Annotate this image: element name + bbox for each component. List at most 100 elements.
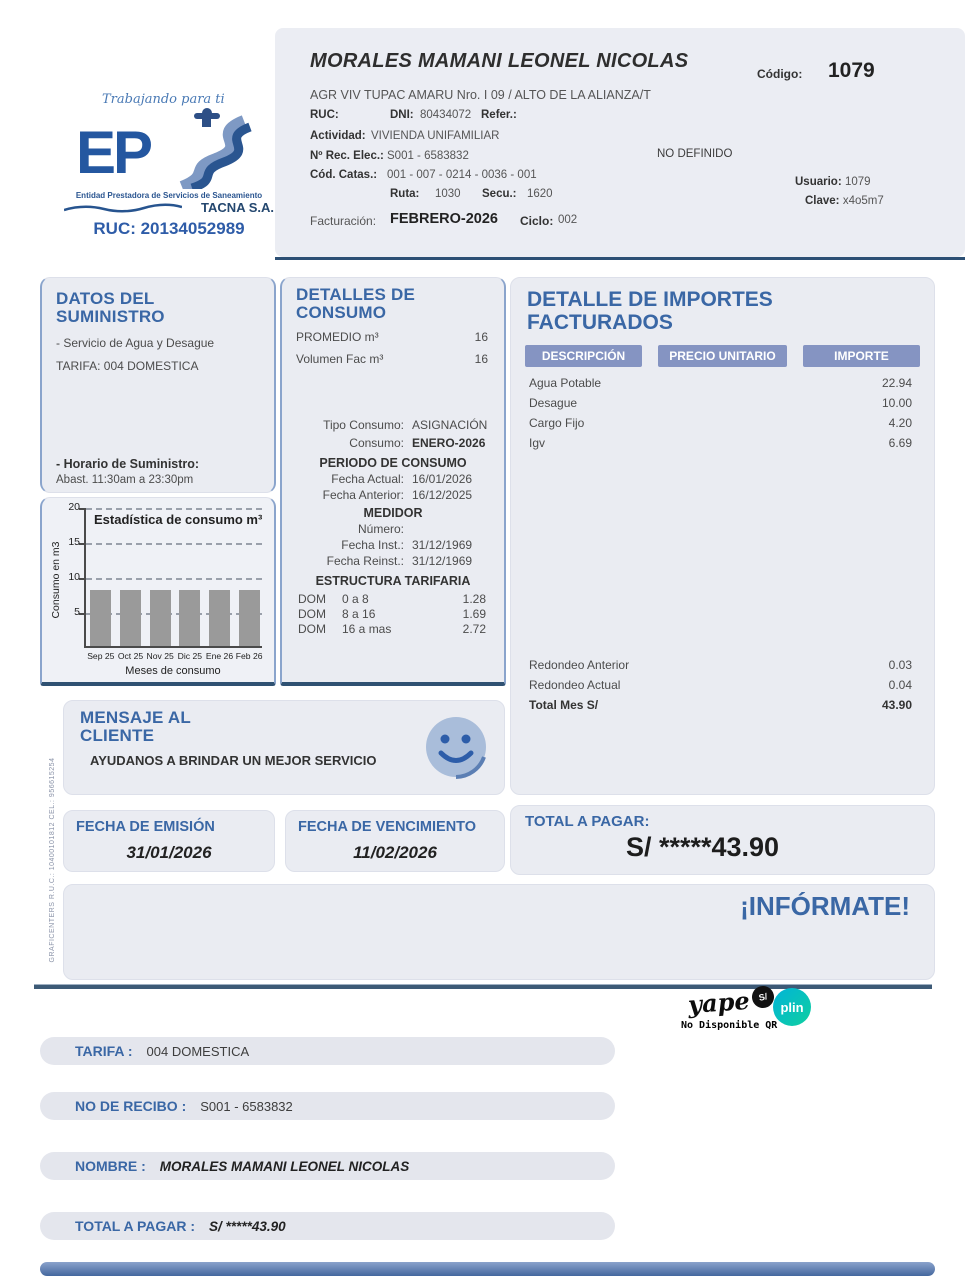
footer-tarifa-value: 004 DOMESTICA: [146, 1043, 250, 1059]
mensaje-cliente-panel: MENSAJE AL CLIENTE AYUDANOS A BRINDAR UN…: [63, 700, 505, 795]
footer-recibo-label: NO DE RECIBO :: [75, 1098, 187, 1114]
consumo-mes-label: Consumo:: [349, 436, 404, 450]
codigo-value: 1079: [828, 59, 875, 82]
chart-plot: 5 10 15 20 Sep 25 Oct 25 Nov 25 Dic 25 Ene 26 Feb…: [68, 501, 262, 661]
row-label: Desague: [529, 396, 578, 410]
footer-row-total: TOTAL A PAGAR : S/ *****43.90: [40, 1212, 615, 1240]
secu-label: Secu.:: [482, 188, 517, 200]
customer-name: MORALES MAMANI LEONEL NICOLAS: [310, 50, 689, 72]
customer-header-panel: MORALES MAMANI LEONEL NICOLAS Código: 10…: [275, 28, 965, 257]
estructura-range: 8 a 16: [342, 607, 376, 621]
table-row: Redondeo Anterior 0.03: [529, 658, 912, 678]
logo-company-name: TACNA S.A.: [201, 200, 274, 215]
company-ruc: RUC: 20134052989: [93, 219, 245, 238]
ruta-label: Ruta:: [390, 188, 420, 200]
chart-bar: [120, 590, 141, 646]
y-tick: [79, 543, 86, 545]
chart-x-axis-label: Meses de consumo: [125, 665, 221, 677]
yape-logo: yape S/: [687, 983, 777, 1019]
section-divider: [34, 984, 932, 989]
periodo-title: PERIODO DE CONSUMO: [319, 456, 467, 470]
row-label: Igv: [529, 436, 546, 450]
footer-nombre-label: NOMBRE :: [75, 1158, 146, 1174]
actividad-label: Actividad:: [310, 130, 366, 142]
importes-rows: Agua Potable 22.94 Desague 10.00 Cargo Fijo 4…: [529, 376, 912, 456]
consumo-title: DETALLES DE CONSUMO: [296, 285, 416, 323]
x-tick-label: Oct 25: [117, 651, 144, 661]
mensaje-text: AYUDANOS A BRINDAR UN MEJOR SERVICIO: [90, 753, 377, 768]
row-label: Total Mes S/: [529, 698, 599, 712]
usuario-label: Usuario:: [795, 176, 842, 188]
row-value: 43.90: [881, 698, 912, 712]
total-pagar-label: TOTAL A PAGAR:: [525, 813, 650, 830]
x-tick-label: Feb 26: [235, 651, 263, 661]
row-label: Cargo Fijo: [529, 416, 585, 430]
footer-total-value: S/ *****43.90: [209, 1218, 286, 1234]
header-underline: [275, 257, 965, 260]
bottom-blue-bar: [40, 1262, 935, 1276]
x-tick-label: Nov 25: [146, 651, 174, 661]
footer-row-recibo: NO DE RECIBO : S001 - 6583832: [40, 1092, 615, 1120]
fecha-emision-title: FECHA DE EMISIÓN: [76, 819, 215, 835]
chart-bar: [90, 590, 112, 646]
table-row: Igv 6.69: [529, 436, 912, 456]
estructura-rate: 1.28: [462, 592, 486, 606]
row-value: 4.20: [888, 416, 912, 430]
row-value: 6.69: [888, 436, 912, 450]
fecha-anterior-value: 16/12/2025: [412, 488, 473, 502]
ciclo-value: 002: [558, 214, 578, 226]
clave-value: x4o5m7: [842, 195, 884, 207]
row-value: 10.00: [881, 396, 912, 410]
estructura-row: DOM 16 a mas 2.72: [298, 622, 486, 636]
logo-subtitle: Entidad Prestadora de Servicios de Sanea…: [75, 191, 263, 200]
smiley-face-icon: [426, 717, 486, 779]
actividad-value: VIVIENDA UNIFAMILIAR: [371, 130, 500, 142]
volumen-label: Volumen Fac m³: [296, 352, 384, 366]
y-tick: [79, 613, 86, 615]
facturacion-label: Facturación:: [310, 214, 377, 228]
ciclo-label: Ciclo:: [520, 214, 554, 228]
datos-suministro-panel: DATOS DEL SUMINISTRO - Servicio de Agua …: [40, 277, 276, 493]
total-pagar-value: S/ *****43.90: [625, 832, 780, 862]
datos-title: DATOS DEL SUMINISTRO: [56, 289, 165, 327]
col-header-precio-unitario: PRECIO UNITARIO: [658, 345, 787, 367]
promedio-value: 16: [474, 330, 488, 344]
consumption-chart-panel: Consumo en m3 5 10 15 20 Sep 25 Oct 25 Nov 25 D…: [40, 497, 276, 686]
dni-value: 80434072: [420, 109, 472, 121]
fecha-reinst-value: 31/12/1969: [412, 554, 473, 568]
estructura-zone: DOM: [298, 592, 326, 606]
tipo-consumo-value: ASIGNACIÓN: [412, 418, 488, 432]
chart-bar: [238, 590, 260, 646]
catastro-label: Cód. Catas.:: [310, 169, 378, 181]
chart-bar: [179, 590, 201, 646]
horario-label: - Horario de Suministro:: [56, 456, 200, 471]
table-row: Desague 10.00: [529, 396, 912, 416]
estructura-row: DOM 0 a 8 1.28: [298, 592, 486, 606]
grid-line: [86, 578, 262, 580]
detalles-consumo-panel: DETALLES DE CONSUMO PROMEDIO m³ 16 Volume…: [280, 277, 506, 686]
numero-label: Número:: [357, 522, 404, 536]
printer-credit-note: GRAFICENTERS R.U.C.: 10400101812 CEL.: 9…: [49, 757, 56, 963]
ruc-label: RUC:: [310, 109, 339, 121]
importes-title: DETALLE DE IMPORTES FACTURADOS: [527, 288, 773, 335]
row-label: Redondeo Anterior: [529, 658, 630, 672]
y-tick-label: 10: [68, 571, 80, 583]
servicio-line: - Servicio de Agua y Desague: [56, 335, 215, 350]
fecha-vencimiento-title: FECHA DE VENCIMIENTO: [298, 819, 477, 835]
ruta-value: 1030: [435, 188, 461, 200]
estructura-row: DOM 8 a 16 1.69: [298, 607, 486, 621]
fecha-inst-label: Fecha Inst.:: [341, 538, 404, 552]
company-logo: Trabajando para ti EP Entidad Prestadora…: [58, 92, 280, 239]
plin-logo: plin: [773, 988, 811, 1026]
row-value: 22.94: [881, 376, 912, 390]
row-label: Redondeo Actual: [529, 678, 621, 692]
wave-icon: [64, 203, 182, 212]
dni-label: DNI:: [390, 109, 414, 121]
table-row: Redondeo Actual 0.04: [529, 678, 912, 698]
refer-label: Refer.:: [481, 109, 517, 121]
water-tap-icon: [194, 108, 220, 127]
estructura-zone: DOM: [298, 607, 326, 621]
estructura-zone: DOM: [298, 622, 326, 636]
qr-note: No Disponible QR: [681, 1020, 778, 1031]
x-tick-label: Sep 25: [87, 651, 115, 661]
